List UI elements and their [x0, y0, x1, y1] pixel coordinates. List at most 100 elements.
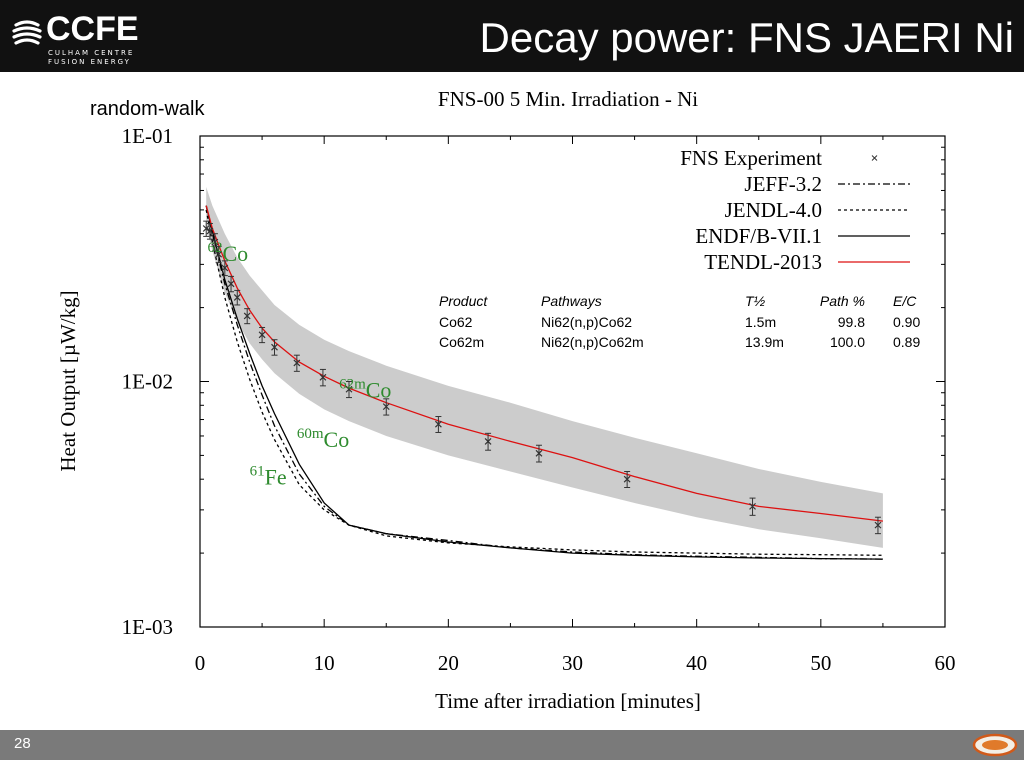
- uncertainty-band: [206, 187, 883, 548]
- data-point: [243, 308, 251, 325]
- point-marker: [749, 502, 756, 510]
- table-cell: 0.90: [893, 314, 920, 330]
- data-point: [227, 275, 235, 293]
- data-point: [623, 470, 631, 489]
- isotope-mass: 62m: [339, 377, 366, 393]
- isotope-symbol: Co: [324, 427, 350, 452]
- data-point: [749, 497, 756, 516]
- point-marker: [345, 385, 353, 393]
- legend-label: JEFF-3.2: [744, 172, 822, 196]
- data-point: [535, 444, 543, 463]
- data-point: [258, 326, 266, 344]
- point-marker: [382, 403, 390, 411]
- point-marker: [535, 449, 543, 457]
- point-marker: [874, 521, 882, 529]
- data-point: [345, 381, 353, 399]
- table-header: Product: [439, 293, 488, 309]
- slide-title: Decay power: FNS JAERI Ni: [479, 14, 1014, 61]
- legend-label: TENDL-2013: [704, 250, 822, 274]
- x-tick-label: 30: [562, 651, 583, 675]
- isotope-mass: 60m: [297, 426, 324, 442]
- data-point: [233, 289, 241, 306]
- table-cell: 0.89: [893, 334, 920, 350]
- table-header: Pathways: [541, 293, 602, 309]
- logo-subtitle-2: FUSION ENERGY: [48, 58, 131, 66]
- isotope-symbol: Fe: [265, 465, 287, 490]
- slide-header: CCFE CULHAM CENTRE FUSION ENERGY Decay p…: [0, 0, 1024, 72]
- point-marker: [227, 280, 235, 288]
- isotope-mass: 61: [250, 464, 265, 480]
- isotope-annotation: 62Co: [207, 240, 248, 266]
- data-point: [382, 398, 390, 416]
- legend-label: ENDF/B-VII.1: [695, 224, 822, 248]
- table-cell: Co62m: [439, 334, 484, 350]
- legend-label: FNS Experiment: [680, 146, 822, 170]
- y-axis-label: Heat Output [µW/kg]: [56, 290, 80, 471]
- x-tick-label: 50: [810, 651, 831, 675]
- y-tick-label: 1E-03: [122, 615, 173, 639]
- table-cell: 99.8: [838, 314, 865, 330]
- decay-power-chart: FNS-00 5 Min. Irradiation - Ni 0 10 20 30 40…: [56, 87, 956, 713]
- point-marker: [233, 294, 241, 301]
- isotope-symbol: Co: [366, 378, 392, 403]
- point-marker: [243, 312, 251, 320]
- legend-label: JENDL-4.0: [725, 198, 822, 222]
- data-point: [434, 416, 442, 433]
- table-cell: 100.0: [830, 334, 865, 350]
- x-tick-label: 10: [314, 651, 335, 675]
- point-marker: [434, 420, 442, 428]
- ccfe-emblem-icon: [12, 20, 42, 45]
- isotope-annotation: 60mCo: [297, 426, 349, 452]
- point-marker: [258, 331, 266, 339]
- point-marker: [206, 227, 214, 235]
- x-axis-label: Time after irradiation [minutes]: [435, 689, 701, 713]
- table-header: Path %: [820, 293, 865, 309]
- legend-marker: [871, 155, 878, 161]
- data-point: [293, 354, 301, 372]
- point-marker: [484, 438, 492, 445]
- isotope-symbol: Co: [222, 241, 248, 266]
- data-point: [484, 432, 492, 451]
- table-cell: 13.9m: [745, 334, 784, 350]
- point-marker: [293, 359, 301, 367]
- point-marker: [215, 250, 223, 258]
- table-cell: Co62: [439, 314, 473, 330]
- isotope-annotation: 61Fe: [250, 464, 287, 490]
- isotope-annotation: 62mCo: [339, 377, 391, 403]
- x-tick-label: 40: [686, 651, 707, 675]
- table-cell: Ni62(n,p)Co62m: [541, 334, 644, 350]
- y-tick-label: 1E-01: [122, 124, 173, 148]
- table-header: E/C: [893, 293, 917, 309]
- series-line-endf-b-vii-1: [205, 205, 883, 560]
- table-cell: Ni62(n,p)Co62: [541, 314, 632, 330]
- footer-logo-icon: [972, 733, 1018, 757]
- logo-subtitle-1: CULHAM CENTRE: [48, 49, 135, 57]
- y-tick-label: 1E-02: [122, 370, 173, 394]
- chart-legend: FNS ExperimentJEFF-3.2JENDL-4.0ENDF/B-VI…: [680, 146, 910, 274]
- data-point: [874, 516, 882, 535]
- isotope-mass: 62: [207, 240, 222, 256]
- table-cell: 1.5m: [745, 314, 776, 330]
- data-point: [221, 260, 229, 277]
- data-point: [271, 339, 278, 356]
- logo-text: CCFE: [46, 10, 139, 48]
- x-tick-label: 0: [195, 651, 206, 675]
- x-tick-label: 20: [438, 651, 459, 675]
- method-label: random-walk: [90, 98, 205, 120]
- data-point: [202, 220, 210, 237]
- point-marker: [211, 238, 219, 246]
- point-marker: [623, 475, 631, 483]
- data-point: [319, 368, 327, 387]
- slide-number: 28: [14, 735, 31, 752]
- point-marker: [271, 343, 278, 351]
- ccfe-logo: CCFE CULHAM CENTRE FUSION ENERGY: [10, 10, 150, 66]
- data-point: [215, 245, 223, 264]
- point-marker: [221, 264, 229, 272]
- data-point: [211, 233, 219, 252]
- table-header: T½: [745, 293, 766, 309]
- point-marker: [202, 225, 210, 232]
- point-marker: [319, 373, 327, 381]
- pathway-table: Product Pathways T½ Path % E/C Co62 Ni62(n,p)C…: [439, 293, 920, 350]
- x-tick-label: 60: [935, 651, 956, 675]
- chart-title: FNS-00 5 Min. Irradiation - Ni: [438, 87, 698, 111]
